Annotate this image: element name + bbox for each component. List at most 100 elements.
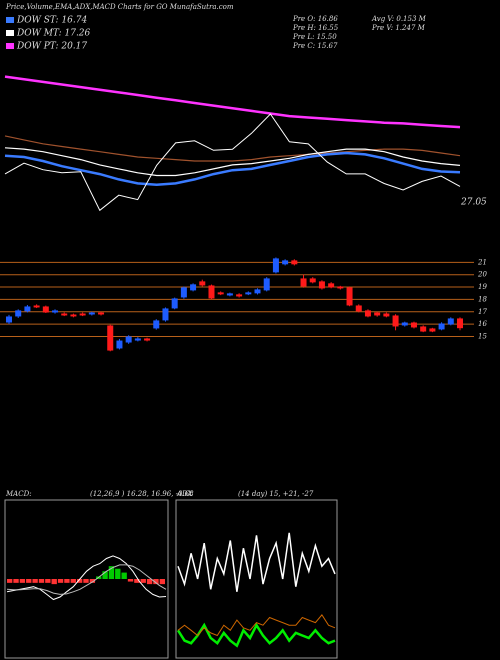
candle-body: [171, 298, 178, 309]
candle-body: [98, 312, 105, 315]
candle-body: [33, 305, 40, 308]
candle-body: [457, 318, 463, 329]
candle-body: [190, 284, 197, 291]
candle-body: [383, 313, 390, 317]
candle-body: [52, 310, 59, 313]
candle-body: [300, 278, 307, 287]
candle-body: [6, 316, 12, 323]
histogram-bar: [45, 579, 51, 583]
histogram-bar: [13, 579, 19, 583]
histogram-bar: [83, 579, 89, 583]
info: Pre O: 16.86: [292, 15, 338, 23]
candle-body: [79, 313, 86, 316]
series-line: [4, 147, 461, 177]
histogram-bar: [121, 572, 127, 579]
adx-frame: [175, 499, 338, 659]
candle-body: [61, 313, 68, 316]
legend-label: DOW PT: 20.17: [16, 42, 87, 52]
panel-subtitle: (12,26,9 ) 16.28, 16.96, -0.68: [90, 490, 194, 498]
candle-body: [429, 328, 436, 332]
candle-body: [107, 325, 114, 351]
info: Pre L: 15.50: [292, 33, 337, 41]
candle-body: [134, 338, 141, 341]
candle-body: [392, 315, 399, 327]
candle-body: [217, 292, 224, 295]
candle-body: [245, 292, 252, 295]
candle-body: [374, 312, 381, 316]
series-line: [177, 614, 336, 637]
histogram-bar: [153, 579, 159, 585]
candle-body: [42, 306, 49, 313]
series-line: [4, 113, 461, 212]
candle-body: [291, 260, 298, 265]
candle-body: [447, 318, 454, 325]
candle-body: [15, 310, 22, 317]
series-line: [6, 555, 167, 601]
candle-body: [153, 320, 160, 329]
series-line: [6, 564, 167, 595]
legend-swatch: [6, 43, 14, 49]
candle-body: [88, 312, 95, 315]
panel-title: ADX: [176, 490, 194, 498]
candle-body: [236, 294, 243, 297]
histogram-bar: [70, 579, 76, 583]
histogram-bar: [159, 579, 165, 585]
candle-body: [364, 310, 371, 317]
panel-subtitle: (14 day) 15, +21, -27: [238, 490, 314, 498]
info: Avg V: 0.153 M: [371, 15, 427, 23]
legend-swatch: [6, 17, 14, 23]
candle-body: [144, 338, 151, 341]
candle-body: [263, 278, 270, 291]
histogram-bar: [7, 579, 13, 583]
histogram-bar: [127, 579, 134, 582]
candle-body: [199, 281, 206, 286]
candle-body: [420, 326, 427, 332]
histogram-bar: [32, 579, 38, 583]
panel-title: MACD:: [5, 490, 32, 498]
candle-body: [401, 322, 408, 326]
candle-body: [226, 293, 233, 296]
histogram-bar: [57, 579, 64, 583]
series-line: [4, 135, 461, 162]
histogram-bar: [51, 579, 57, 585]
candle-body: [309, 278, 316, 283]
macd-frame: [4, 499, 169, 659]
candle-body: [24, 306, 31, 312]
candle-body: [116, 340, 123, 349]
info: Pre H: 16.55: [292, 24, 339, 32]
candle-body: [318, 281, 325, 289]
histogram-bar: [108, 566, 115, 579]
candle-body: [346, 287, 353, 306]
candle-body: [337, 286, 344, 289]
candle-body: [355, 305, 362, 312]
candle-body: [438, 323, 445, 330]
histogram-bar: [146, 579, 153, 585]
series-line: [4, 151, 461, 186]
y-tick-label: 17: [478, 308, 487, 316]
histogram-bar: [26, 579, 32, 583]
y-tick-label: 21: [477, 258, 487, 266]
y-tick-label: 20: [477, 271, 487, 279]
histogram-bar: [76, 579, 83, 583]
y-tick-label: 19: [478, 283, 487, 291]
y-tick-label: 18: [478, 295, 487, 303]
y-tick-label: 16: [478, 320, 487, 328]
candle-body: [282, 260, 289, 265]
legend-swatch: [6, 30, 14, 36]
histogram-bar: [115, 568, 121, 579]
series-line: [176, 622, 336, 648]
histogram-bar: [38, 579, 45, 583]
histogram-bar: [102, 571, 108, 579]
candle-body: [208, 285, 215, 299]
histogram-bar: [64, 579, 70, 583]
candle-body: [125, 336, 132, 343]
legend-label: DOW ST: 16.74: [16, 16, 87, 26]
legend-label: DOW MT: 17.26: [16, 29, 91, 39]
candle-body: [254, 289, 261, 294]
candle-body: [162, 308, 169, 321]
candle-body: [272, 258, 279, 273]
y-tick-label: 15: [478, 332, 487, 340]
series-line: [177, 532, 336, 592]
title: Price,Volume,EMA,ADX,MACD Charts for GO …: [5, 3, 234, 11]
